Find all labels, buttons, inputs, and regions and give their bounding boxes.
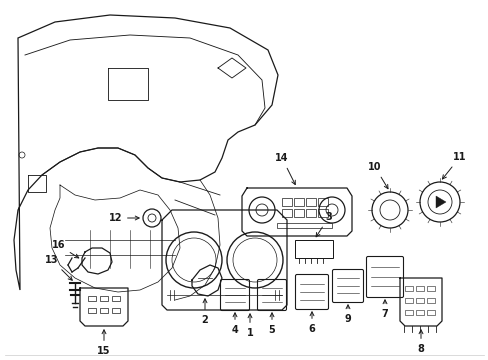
Text: 9: 9 xyxy=(344,305,351,324)
Text: 4: 4 xyxy=(231,313,238,335)
Text: 10: 10 xyxy=(367,162,387,189)
Bar xyxy=(415,298,423,303)
Text: 13: 13 xyxy=(45,255,72,280)
Bar xyxy=(294,240,332,258)
Text: 5: 5 xyxy=(268,313,275,335)
Bar xyxy=(305,198,315,206)
Bar xyxy=(404,298,412,303)
Bar xyxy=(404,310,412,315)
Text: 3: 3 xyxy=(315,212,332,237)
Bar xyxy=(415,286,423,291)
Bar xyxy=(100,308,108,313)
Text: 2: 2 xyxy=(201,299,208,325)
Bar xyxy=(112,308,120,313)
Bar xyxy=(100,296,108,301)
Bar xyxy=(404,286,412,291)
Text: 12: 12 xyxy=(108,213,139,223)
Text: 16: 16 xyxy=(51,240,79,258)
Bar xyxy=(282,198,291,206)
Bar xyxy=(293,209,304,217)
Text: 7: 7 xyxy=(381,300,387,319)
Bar xyxy=(426,286,434,291)
Bar xyxy=(88,308,96,313)
Text: 15: 15 xyxy=(97,330,110,356)
Bar xyxy=(276,223,331,228)
Text: 11: 11 xyxy=(442,152,466,179)
Bar xyxy=(293,198,304,206)
Polygon shape xyxy=(435,196,445,208)
Bar xyxy=(317,198,327,206)
Text: 14: 14 xyxy=(275,153,295,185)
Bar xyxy=(426,310,434,315)
Bar xyxy=(415,310,423,315)
Bar xyxy=(88,296,96,301)
Bar xyxy=(426,298,434,303)
Text: 1: 1 xyxy=(246,314,253,338)
Bar xyxy=(305,209,315,217)
Text: 8: 8 xyxy=(417,330,424,354)
Bar xyxy=(112,296,120,301)
Bar xyxy=(282,209,291,217)
Text: 6: 6 xyxy=(308,312,315,334)
Bar xyxy=(317,209,327,217)
